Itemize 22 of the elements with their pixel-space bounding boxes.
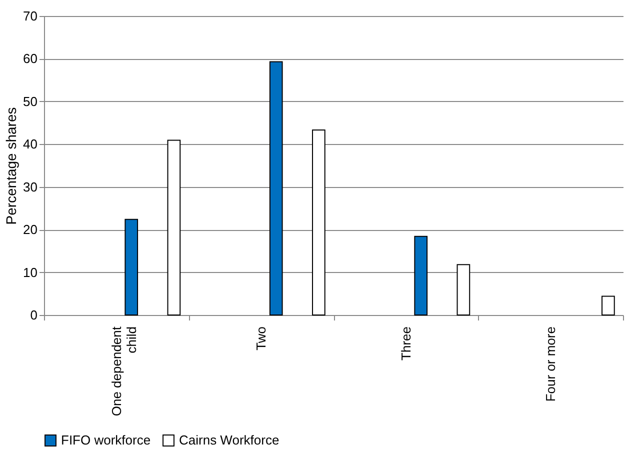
legend-label: FIFO workforce (61, 432, 151, 448)
bar (167, 140, 181, 316)
x-tick-label: Four or more (543, 326, 558, 402)
y-tick-label: 70 (23, 8, 38, 24)
x-tick-label: Two (254, 326, 269, 350)
bar (269, 61, 283, 316)
y-tick-label: 10 (23, 264, 38, 280)
bar (602, 296, 615, 316)
y-tick-label: 20 (23, 222, 38, 238)
y-tick-label: 30 (23, 179, 38, 194)
y-tick-label: 0 (30, 308, 38, 322)
y-tick-label: 50 (23, 94, 38, 109)
x-tick-label: One dependent child (108, 326, 139, 416)
bar (312, 130, 326, 316)
y-tick-label: 40 (23, 136, 38, 152)
legend-label: Cairns Workforce (179, 432, 280, 448)
x-tick-label: Three (398, 326, 414, 360)
y-axis-title: Percentage shares (3, 107, 20, 225)
y-tick-label: 60 (23, 51, 38, 66)
bar (414, 236, 428, 316)
bar (456, 264, 470, 316)
bar (124, 218, 138, 316)
